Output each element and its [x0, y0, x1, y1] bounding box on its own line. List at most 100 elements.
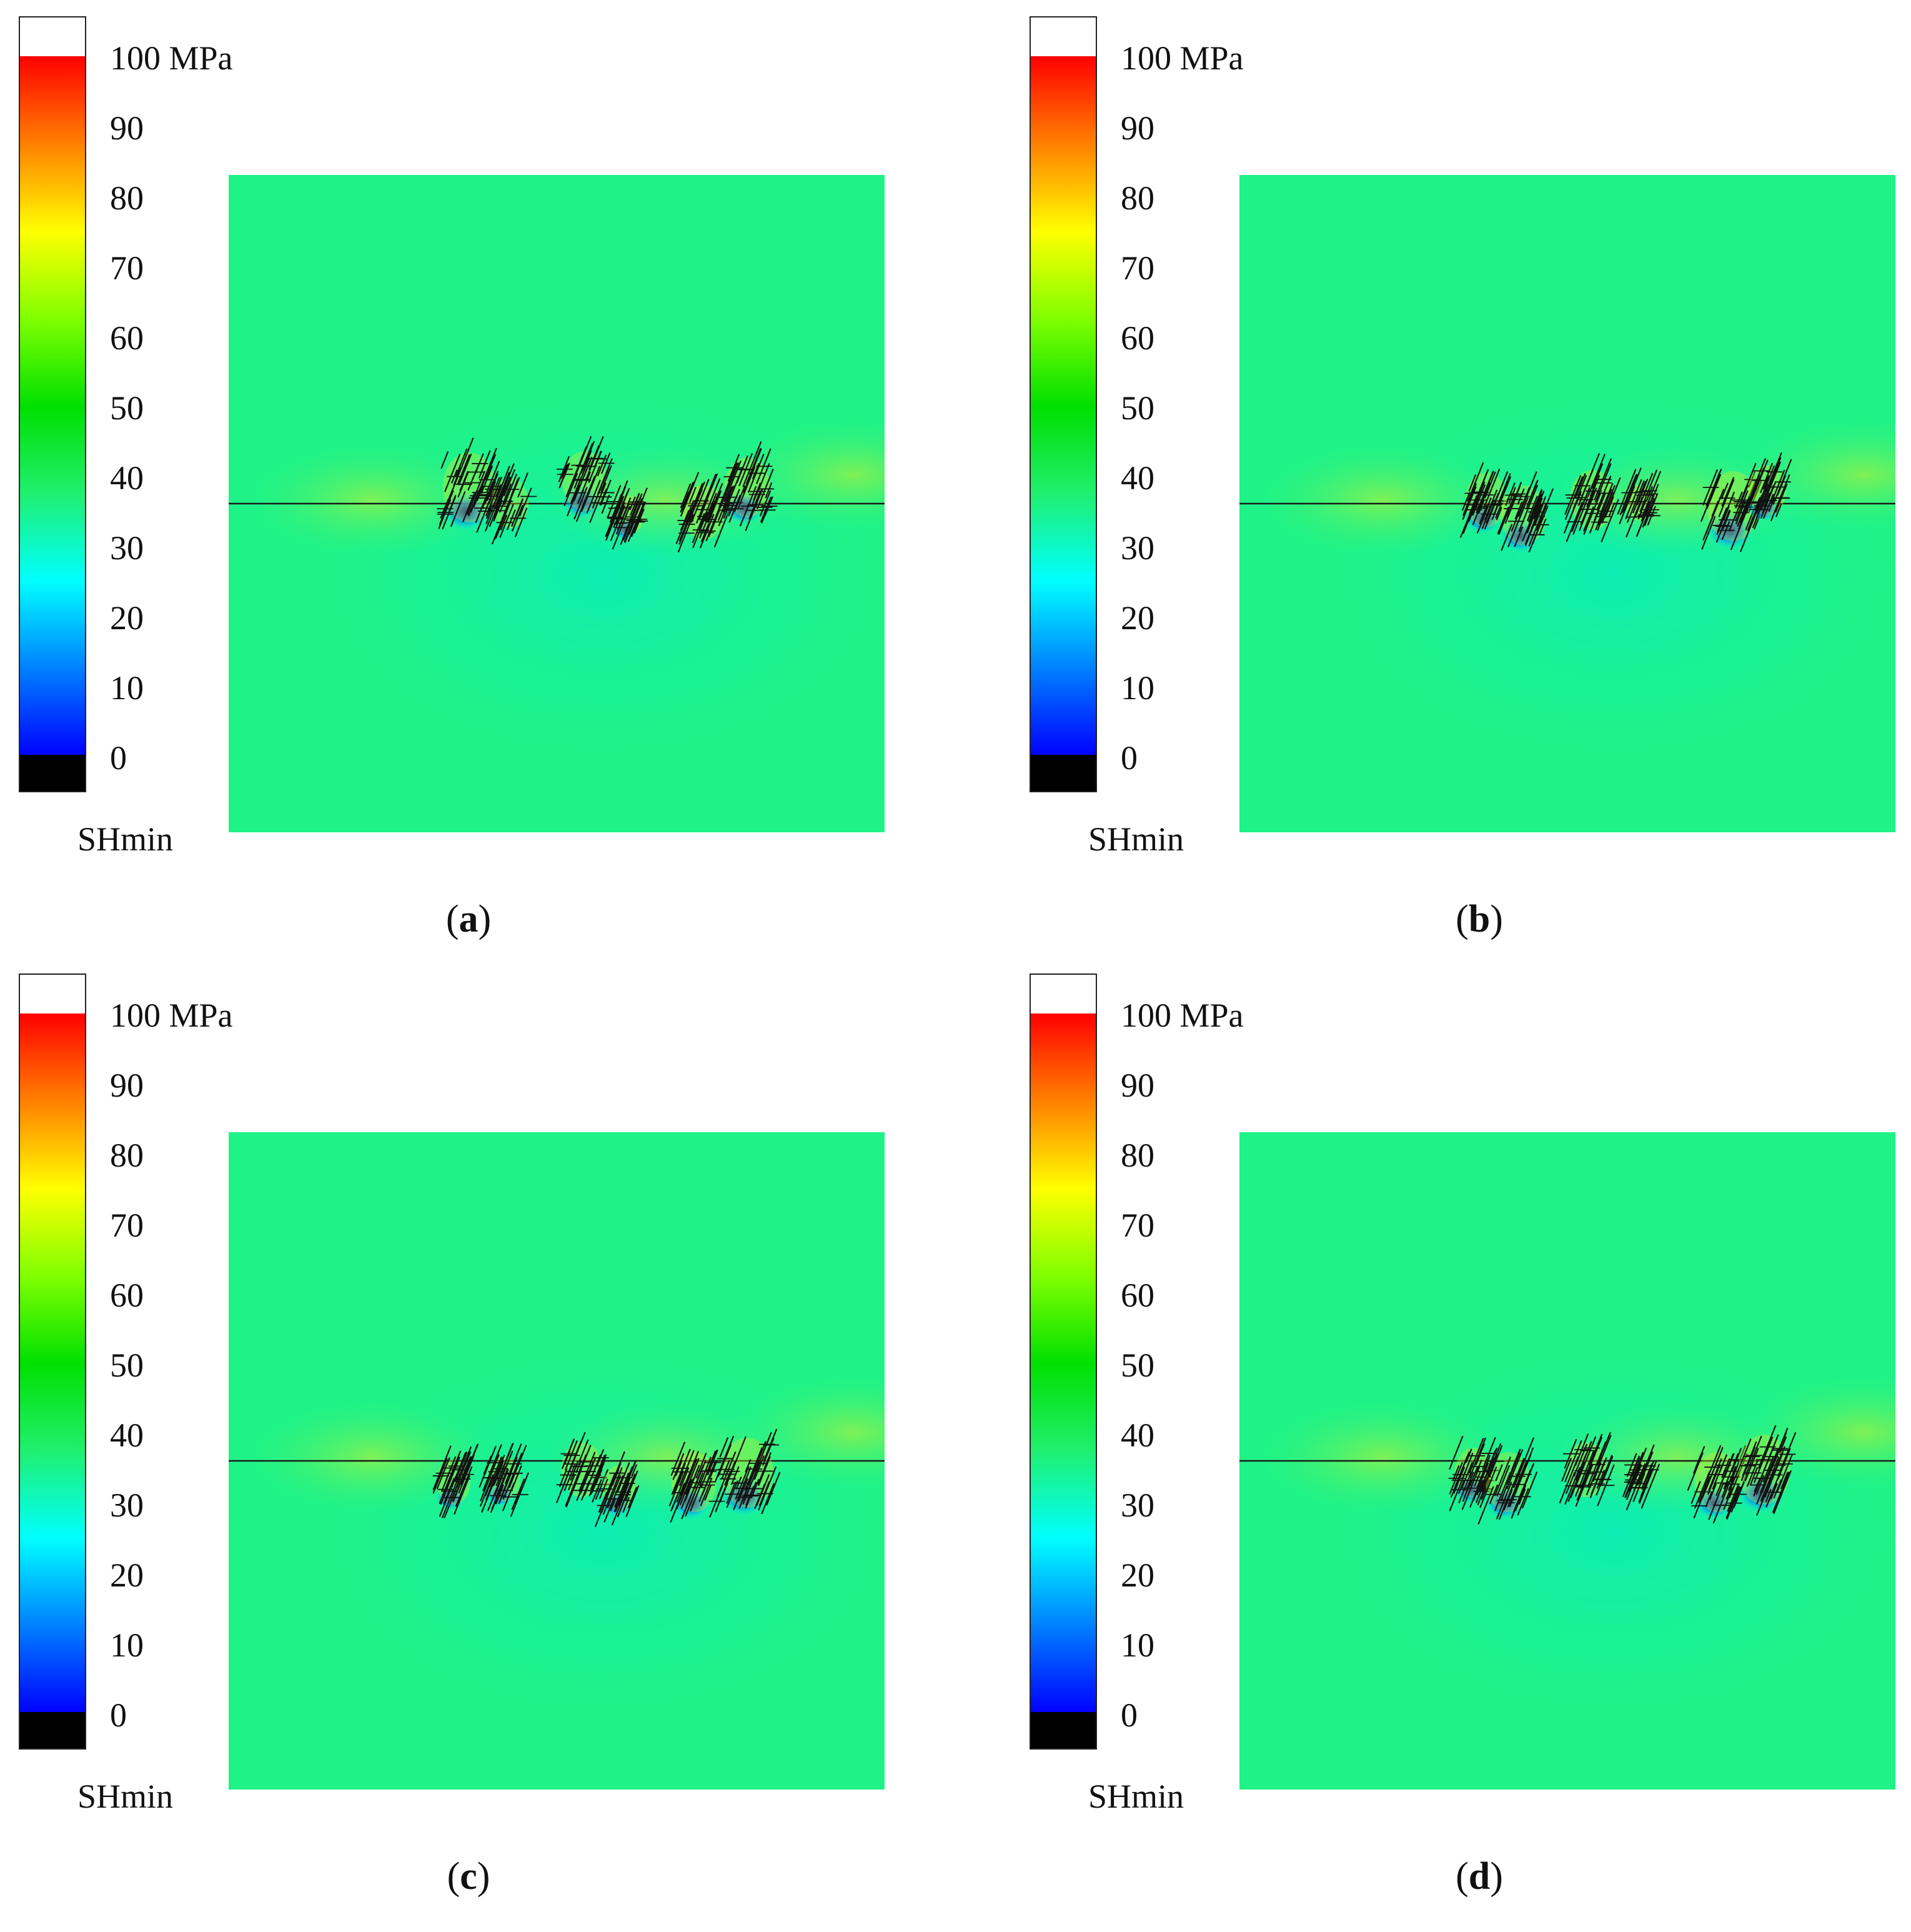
fracture-segment	[1484, 471, 1496, 499]
colorbar-variable-label: SHmin	[1088, 820, 1184, 858]
colorbar-variable-label: SHmin	[77, 1778, 174, 1815]
fracture-segment	[1561, 1458, 1572, 1482]
fracture-segment	[607, 1475, 622, 1508]
fracture-segment	[688, 486, 697, 503]
fracture-cluster	[1563, 453, 1621, 543]
fracture-segment	[568, 1473, 576, 1491]
fracture-segment	[1477, 1486, 1494, 1525]
fracture-segment	[1564, 1440, 1582, 1483]
fracture-segment	[743, 448, 762, 494]
colorbar-tick-label: 80	[1121, 179, 1154, 217]
fracture-segment	[439, 490, 454, 524]
fracture-segment	[680, 483, 692, 509]
fracture-segment	[592, 467, 610, 509]
fracture-segment	[1706, 480, 1719, 509]
colorbar-tick-label: 30	[110, 529, 144, 567]
fracture-segment	[1762, 1456, 1774, 1483]
fracture-segment	[1600, 1456, 1614, 1486]
stress-concentration-zone	[247, 444, 497, 556]
fracture-segment	[704, 502, 713, 522]
panel-caption: (b)	[1456, 898, 1503, 940]
fracture-segment	[558, 464, 570, 489]
fracture-segment	[745, 447, 762, 485]
fracture-segment	[495, 499, 512, 539]
stress-concentration-zone	[1258, 1401, 1508, 1513]
fracture-segment	[1589, 482, 1597, 497]
fracture-segment	[708, 500, 717, 520]
fracture-segment	[1773, 1470, 1792, 1515]
fracture-segment	[1707, 1464, 1721, 1495]
fracture-cluster	[668, 1442, 725, 1523]
fracture-segment	[511, 1465, 522, 1491]
fracture-segment	[704, 1485, 712, 1501]
fracture-segment	[618, 490, 629, 515]
fracture-cluster	[432, 1443, 479, 1518]
fracture-segment	[1486, 492, 1499, 524]
fracture-segment	[1599, 483, 1614, 517]
fracture-segment	[1582, 506, 1594, 532]
fracture-segment	[509, 1445, 527, 1488]
fracture-segment	[1721, 491, 1729, 507]
fracture-segment	[622, 1496, 630, 1513]
fracture-segment	[1711, 500, 1719, 517]
fracture-segment	[1760, 1456, 1780, 1502]
fracture-segment	[1454, 1456, 1468, 1488]
fracture-segment	[1775, 504, 1782, 517]
fracture-segment	[455, 1466, 473, 1507]
fracture-segment	[1494, 1456, 1511, 1496]
fracture-segment	[631, 1464, 638, 1478]
fracture-segment	[1587, 454, 1606, 498]
stress-map-svg	[229, 387, 885, 762]
fracture-segment	[730, 1466, 740, 1485]
fracture-segment	[1495, 1464, 1503, 1481]
fracture-segment	[595, 1454, 607, 1481]
fracture-segment	[1692, 1446, 1705, 1474]
panel-label: a	[459, 898, 479, 940]
fracture-segment	[729, 1436, 747, 1476]
fracture-segment	[1705, 1491, 1713, 1508]
fracture-segment	[1639, 1460, 1657, 1504]
colorbar-under-range	[1031, 755, 1096, 791]
fracture-segment	[519, 503, 525, 517]
fracture-segment	[737, 1478, 748, 1502]
fracture-cluster	[1617, 467, 1662, 538]
stress-concentration-zone	[541, 444, 791, 556]
panel-caption: (c)	[447, 1855, 490, 1898]
colorbar-tick-label: 100 MPa	[1121, 997, 1244, 1034]
fracture-segment	[753, 1455, 765, 1480]
colorbar-tick-label: 80	[1121, 1137, 1154, 1174]
fracture-segment	[757, 1452, 772, 1485]
fracture-segment	[1498, 493, 1516, 535]
fracture-segment	[1517, 471, 1537, 517]
fracture-cluster	[555, 1432, 611, 1508]
fracture-segment	[1622, 467, 1642, 514]
fracture-segment	[440, 451, 449, 469]
fracture-segment	[680, 1451, 699, 1496]
fracture-segment	[625, 1461, 636, 1484]
fracture-segment	[611, 1482, 630, 1526]
fracture-segment	[461, 1445, 478, 1485]
fracture-segment	[1631, 1464, 1639, 1483]
fracture-segment	[765, 482, 773, 499]
fracture-segment	[627, 1486, 637, 1509]
fracture-segment	[1580, 491, 1595, 525]
colorbar-tick-label: 90	[110, 1067, 144, 1104]
colorbar-tick-label: 60	[110, 1277, 144, 1314]
fracture-segment	[1536, 488, 1554, 531]
fracture-segment	[1563, 499, 1579, 534]
fracture-segment	[1619, 485, 1636, 525]
fracture-segment	[689, 1483, 702, 1512]
fracture-segment	[1452, 1465, 1460, 1480]
stress-concentration-zone	[1258, 444, 1508, 556]
fracture-segment	[614, 1472, 630, 1508]
fracture-segment	[454, 1475, 470, 1515]
fracture-segment	[1505, 482, 1516, 506]
fracture-segment	[514, 507, 528, 537]
fracture-segment	[688, 482, 703, 516]
colorbar-tick-label: 50	[110, 389, 144, 427]
fracture-segment	[578, 1439, 589, 1461]
fracture-segment	[675, 500, 694, 544]
fracture-segment	[1721, 1480, 1729, 1498]
fracture-segment	[719, 1437, 729, 1458]
fracture-segment	[1516, 1437, 1534, 1479]
